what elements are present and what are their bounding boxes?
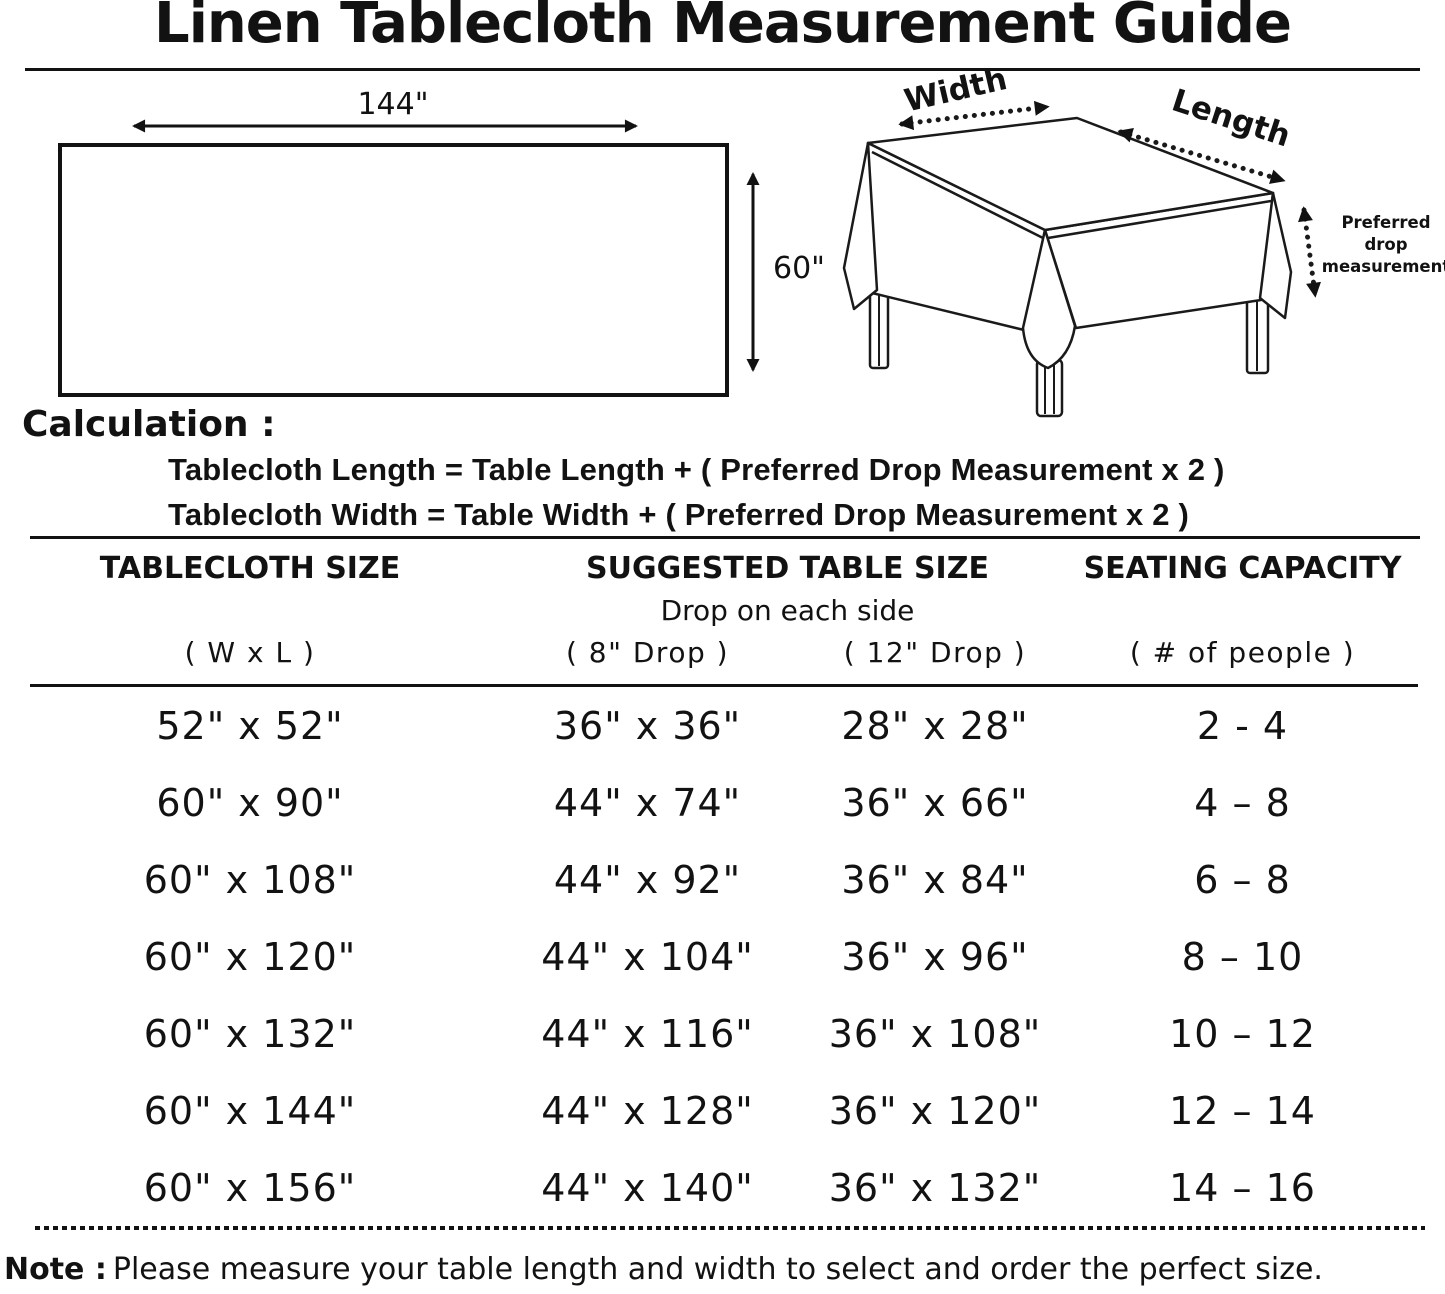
illus-width-label: Width: [901, 61, 1010, 119]
tablecloth-rectangle: [58, 143, 729, 397]
svg-text:measurement: measurement: [1322, 257, 1445, 276]
calculation-formula-width: Tablecloth Width = Table Width + ( Prefe…: [168, 497, 1190, 532]
dashed-divider: [35, 1226, 1425, 1230]
size-cell: 12 – 14: [1169, 1088, 1316, 1133]
size-cell: 36" x 108": [828, 1011, 1042, 1056]
cloth-corner-left: [842, 141, 879, 311]
subheader-8in-drop: ( 8" Drop ): [565, 635, 730, 669]
note-label: Note :: [4, 1252, 107, 1287]
size-cell: 60" x 132": [143, 1011, 357, 1056]
subheader-drop-on-each-side: Drop on each side: [660, 593, 915, 627]
col-header-suggested-table-size: SUGGESTED TABLE SIZE: [586, 550, 989, 586]
size-cell: 52" x 52": [156, 703, 344, 748]
length-dotted-arrow: [1117, 128, 1286, 184]
subheader-num-people: ( # of people ): [1129, 635, 1356, 669]
col-header-seating-capacity: SEATING CAPACITY: [1083, 550, 1402, 586]
size-cell: 44" x 74": [553, 780, 742, 825]
flat-width-label: 144": [357, 87, 428, 122]
size-cell: 8 – 10: [1181, 934, 1304, 979]
size-cell: 10 – 12: [1169, 1011, 1316, 1056]
size-chart-header: TABLECLOTH SIZE SUGGESTED TABLE SIZE SEA…: [0, 545, 1410, 675]
divider-under-calculation: [30, 536, 1420, 539]
size-cell: 14 – 16: [1169, 1165, 1316, 1210]
draped-table-illustration: Width Length Preferred drop measurement: [842, 61, 1445, 418]
illus-length-label: Length: [1168, 83, 1295, 155]
size-cell: 6 – 8: [1194, 857, 1291, 902]
title-divider: [25, 68, 1420, 71]
page-title: Linen Tablecloth Measurement Guide: [154, 0, 1292, 56]
cloth-fold-line: [871, 150, 1272, 240]
flat-height-label: 60": [773, 251, 825, 286]
flat-tablecloth-diagram: 144" 60": [58, 87, 825, 397]
drop-dotted-arrow: [1298, 206, 1321, 298]
size-cell: 36" x 132": [828, 1165, 1042, 1210]
cloth-corner-right: [1258, 191, 1293, 320]
cloth-corner-front: [1021, 228, 1077, 370]
size-cell: 36" x 36": [553, 703, 742, 748]
divider-under-header: [30, 684, 1418, 687]
size-cell: 2 - 4: [1196, 703, 1289, 748]
svg-text:Preferred: Preferred: [1341, 213, 1430, 232]
width-dotted-arrow: [898, 100, 1050, 131]
size-cell: 44" x 104": [541, 934, 754, 979]
size-cell: 36" x 120": [828, 1088, 1042, 1133]
size-cell: 36" x 66": [841, 780, 1029, 825]
size-cell: 4 – 8: [1194, 780, 1291, 825]
calculation-formula-length: Tablecloth Length = Table Length + ( Pre…: [168, 452, 1225, 487]
size-cell: 60" x 120": [143, 934, 357, 979]
svg-text:drop: drop: [1364, 235, 1407, 254]
calculation-heading: Calculation :: [22, 404, 276, 445]
size-cell: 36" x 96": [841, 934, 1029, 979]
size-cell: 44" x 128": [541, 1088, 754, 1133]
note: Note : Please measure your table length a…: [4, 1250, 1323, 1290]
size-cell: 60" x 108": [143, 857, 357, 902]
size-cell: 60" x 90": [156, 780, 344, 825]
subheader-w-x-l: ( W x L ): [184, 635, 316, 669]
drop-measurement-label: Preferred drop measurement: [1322, 213, 1445, 276]
col-header-tablecloth-size: TABLECLOTH SIZE: [99, 550, 401, 586]
size-cell: 44" x 92": [553, 857, 742, 902]
note-text: Please measure your table length and wid…: [112, 1252, 1323, 1287]
subheader-12in-drop: ( 12" Drop ): [843, 635, 1027, 669]
table-leg-front: [1035, 358, 1064, 418]
size-chart-body: 52" x 52" 36" x 36" 28" x 28" 2 - 4 60" x 90…: [0, 687, 1410, 1226]
table-leg-left: [868, 280, 890, 370]
size-cell: 36" x 84": [841, 857, 1029, 902]
size-cell: 60" x 156": [143, 1165, 357, 1210]
size-cell: 60" x 144": [143, 1088, 357, 1133]
table-leg-right: [1245, 296, 1270, 375]
size-cell: 28" x 28": [841, 703, 1029, 748]
size-cell: 44" x 116": [541, 1011, 754, 1056]
size-chart: TABLECLOTH SIZE SUGGESTED TABLE SIZE SEA…: [0, 545, 1418, 1226]
size-cell: 44" x 140": [541, 1165, 754, 1210]
